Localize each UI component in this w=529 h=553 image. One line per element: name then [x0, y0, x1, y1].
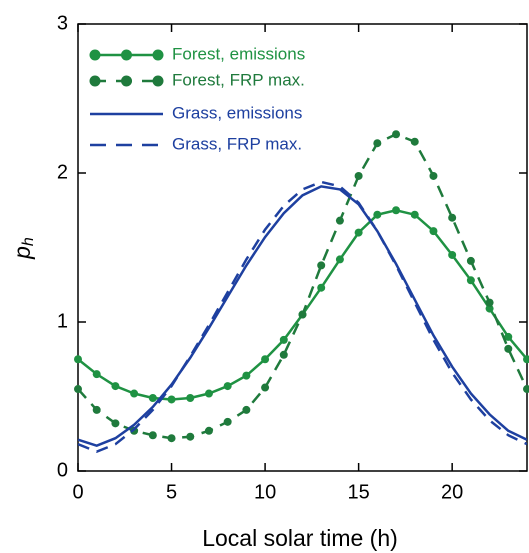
series-marker: [410, 137, 419, 146]
series-marker: [92, 370, 101, 379]
series-marker: [523, 385, 529, 394]
y-axis-label-main: p: [9, 246, 35, 260]
legend-label: Grass, emissions: [172, 103, 302, 122]
series-marker: [204, 389, 213, 398]
x-tick-label: 0: [72, 481, 83, 503]
series-marker: [335, 255, 344, 264]
series-marker: [279, 350, 288, 359]
series-marker: [261, 383, 270, 392]
x-axis-label: Local solar time (h): [202, 525, 398, 551]
legend-marker: [89, 49, 101, 61]
series-marker: [223, 417, 232, 426]
series-marker: [335, 216, 344, 225]
y-tick-label: 1: [57, 310, 68, 332]
series-marker: [261, 355, 270, 364]
series-marker: [392, 206, 401, 215]
series-marker: [186, 432, 195, 441]
legend-marker: [89, 75, 101, 87]
series-line: [78, 185, 527, 447]
series-marker: [148, 431, 157, 440]
series-line: [78, 208, 527, 401]
series-marker: [317, 283, 326, 292]
series-marker: [410, 210, 419, 219]
series-marker: [204, 426, 213, 435]
plot-frame: [77, 23, 528, 472]
series-marker: [92, 405, 101, 414]
x-tick-label: 5: [166, 481, 177, 503]
legend-marker: [121, 49, 132, 61]
series-marker: [111, 419, 120, 428]
legend-label: Grass, FRP max.: [172, 134, 302, 153]
series-marker: [167, 395, 176, 404]
series-marker: [242, 405, 251, 414]
series-marker: [373, 210, 382, 219]
series-marker: [186, 393, 195, 402]
series-marker: [242, 371, 251, 380]
series-line: [78, 132, 527, 440]
x-tick-label: 20: [441, 481, 463, 503]
series-marker: [392, 130, 401, 139]
series-marker: [298, 310, 307, 319]
y-axis-label-sub: h: [20, 237, 37, 246]
y-tick-label: 0: [57, 459, 68, 481]
legend-marker: [152, 75, 164, 87]
series-marker: [373, 139, 382, 148]
y-axis-label: ph: [9, 237, 37, 260]
series-marker: [74, 385, 82, 394]
series-marker: [448, 213, 457, 222]
legend-label: Forest, emissions: [172, 44, 305, 63]
series-marker: [111, 382, 120, 391]
x-tick-label: 15: [348, 481, 370, 503]
series-marker: [485, 304, 494, 313]
legend-label: Forest, FRP max.: [172, 70, 305, 89]
series-marker: [466, 256, 475, 265]
legend-marker: [152, 49, 164, 61]
series-marker: [317, 261, 326, 270]
series-marker: [429, 171, 438, 180]
series-marker: [279, 335, 288, 344]
series-line: [78, 180, 527, 453]
series-marker: [354, 171, 363, 180]
y-tick-label: 3: [57, 12, 68, 34]
series-marker: [466, 276, 475, 285]
series-marker: [429, 227, 438, 236]
series-marker: [148, 393, 157, 402]
series-marker: [223, 382, 232, 391]
series-marker: [448, 250, 457, 259]
x-tick-label: 10: [254, 481, 276, 503]
series-marker: [504, 344, 513, 353]
series-marker: [485, 298, 494, 307]
series-marker: [167, 434, 176, 443]
series-marker: [130, 389, 139, 398]
legend-marker: [121, 75, 132, 87]
series-marker: [74, 355, 82, 364]
y-tick-label: 2: [57, 161, 68, 183]
series-marker: [523, 355, 529, 364]
series-marker: [354, 228, 363, 237]
series-marker: [504, 332, 513, 341]
